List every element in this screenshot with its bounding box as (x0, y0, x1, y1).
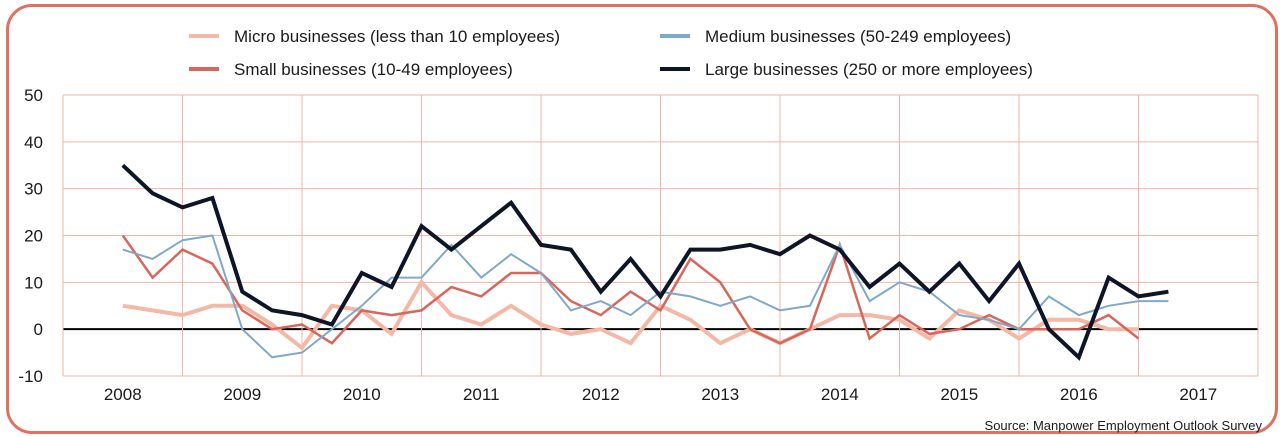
legend-label: Small businesses (10-49 employees) (234, 60, 513, 79)
y-tick-label: 20 (24, 227, 43, 246)
legend-label: Medium businesses (50-249 employees) (705, 27, 1011, 46)
legend-label: Large businesses (250 or more employees) (705, 60, 1033, 79)
y-axis: -10 0 10 20 30 40 50 (18, 86, 43, 386)
series-line-3 (121, 163, 1169, 361)
legend-label: Micro businesses (less than 10 employees… (234, 27, 560, 46)
y-tick-label: 0 (34, 320, 43, 339)
x-tick-label: 2011 (463, 385, 500, 404)
y-tick-label: 30 (24, 180, 43, 199)
y-tick-label: -10 (18, 367, 43, 386)
x-tick-label: 2016 (1060, 385, 1098, 404)
legend: Micro businesses (less than 10 employees… (189, 27, 1033, 79)
x-axis: 2008 2009 2010 2011 2012 2013 2014 2015 2016 2017 (104, 385, 1217, 404)
x-tick-label: 2017 (1179, 385, 1217, 404)
source-note: Source: Manpower Employment Outlook Surv… (985, 418, 1263, 433)
series-lines (121, 163, 1169, 361)
x-tick-label: 2013 (701, 385, 739, 404)
series-line-2 (122, 234, 1169, 359)
series-line-0 (122, 278, 1139, 351)
x-tick-label: 2012 (582, 385, 620, 404)
series-line-1 (121, 234, 1140, 345)
x-tick-label: 2015 (940, 385, 978, 404)
y-tick-label: 50 (24, 86, 43, 105)
x-tick-label: 2009 (223, 385, 261, 404)
x-tick-label: 2010 (343, 385, 381, 404)
y-tick-label: 40 (24, 133, 43, 152)
y-tick-label: 10 (24, 273, 43, 292)
x-tick-label: 2014 (821, 385, 859, 404)
grid (62, 94, 1259, 377)
x-tick-label: 2008 (104, 385, 142, 404)
